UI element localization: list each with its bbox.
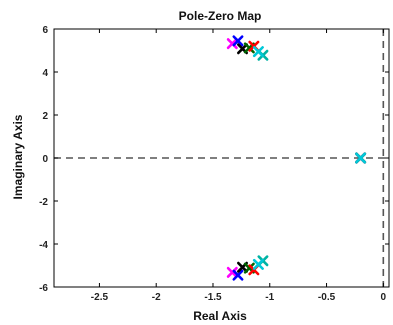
pole-marker — [252, 46, 264, 58]
plot-frame — [53, 28, 390, 288]
y-tick-label: -2 — [39, 197, 48, 208]
x-tick-label: -2 — [152, 292, 161, 303]
x-tick-label: 0 — [381, 292, 387, 303]
y-axis-label: Imaginary Axis — [11, 114, 25, 199]
pole-markers — [226, 35, 367, 281]
y-tick-label: 0 — [42, 154, 48, 165]
y-tick-label: 2 — [42, 111, 48, 122]
pole-marker — [226, 38, 238, 50]
y-tick-label: -6 — [39, 283, 48, 294]
x-tick-label: -1 — [265, 292, 274, 303]
y-tick-label: 6 — [42, 25, 48, 36]
x-tick-label: -0.5 — [318, 292, 336, 303]
pole-marker — [232, 269, 244, 281]
pole-marker — [252, 258, 264, 270]
x-axis-label: Real Axis — [193, 309, 247, 323]
pole-marker — [355, 152, 367, 164]
reference-lines — [54, 29, 389, 287]
x-tick-label: -2.5 — [91, 292, 109, 303]
pole-marker — [226, 266, 238, 278]
pole-marker — [232, 35, 244, 47]
y-tick-label: 4 — [42, 68, 48, 79]
chart-title: Pole-Zero Map — [179, 9, 262, 23]
y-tick-label: -4 — [39, 240, 48, 251]
x-tick-label: -1.5 — [204, 292, 222, 303]
axis-ticks: -2.5 -2 -1.5 -1 -0.5 0 -6 -4 -2 0 2 4 6 — [39, 25, 389, 303]
